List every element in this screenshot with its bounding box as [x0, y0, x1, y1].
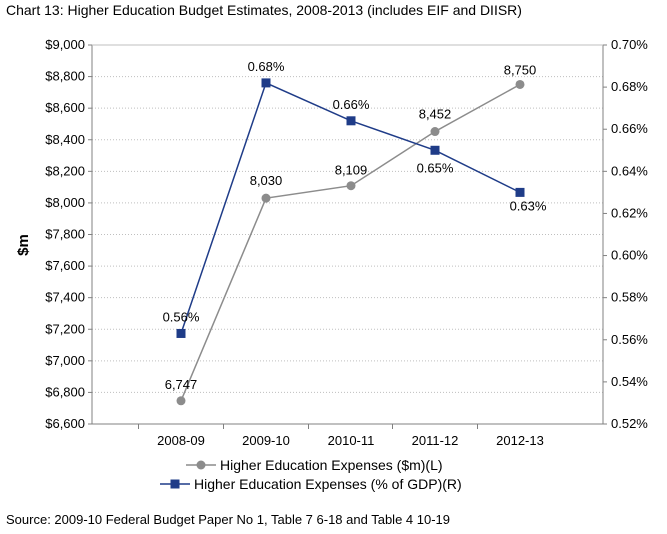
data-label-expenses: 8,750	[504, 62, 537, 77]
y2-tick-label: 0.62%	[611, 205, 648, 220]
y-tick-label: $6,800	[45, 384, 85, 399]
y-tick-label: $7,600	[45, 258, 85, 273]
data-point-expenses	[430, 127, 440, 137]
y-tick-label: $8,400	[45, 132, 85, 147]
x-tick-label: 2011-12	[412, 433, 459, 448]
data-label-expenses: 8,030	[250, 173, 283, 188]
y-axis-title: $m	[15, 234, 32, 256]
gridlines	[92, 76, 603, 393]
legend: Higher Education Expenses ($m)(L) Higher …	[160, 457, 462, 492]
y-tick-label: $7,800	[45, 227, 85, 242]
x-tick-label: 2009-10	[242, 433, 290, 448]
y2-tick-label: 0.54%	[611, 374, 648, 389]
data-point-expenses	[261, 193, 271, 203]
legend-label: Higher Education Expenses (% of GDP)(R)	[194, 476, 462, 492]
y2-tick-label: 0.60%	[611, 248, 648, 263]
data-point-gdp	[261, 78, 271, 88]
data-label-gdp: 0.56%	[163, 309, 200, 324]
data-point-gdp	[430, 145, 440, 155]
x-tick-label: 2012-13	[496, 433, 544, 448]
y2-tick-label: 0.70%	[611, 37, 648, 52]
data-label-expenses: 8,109	[335, 163, 368, 178]
y2-tick-label: 0.56%	[611, 332, 648, 347]
y2-tick-label: 0.58%	[611, 290, 648, 305]
x-tick-label: 2010-11	[328, 433, 375, 448]
chart-title: Chart 13: Higher Education Budget Estima…	[6, 2, 522, 18]
legend-item: Higher Education Expenses ($m)(L)	[186, 457, 443, 473]
data-point-gdp	[176, 328, 186, 338]
legend-marker	[170, 479, 180, 489]
series: 6,747 8,030 8,109 8,452 8,750 0.56% 0.68% 0.66%…	[163, 59, 547, 406]
y-tick-label: $8,200	[45, 163, 85, 178]
legend-marker	[196, 460, 206, 470]
y2-tick-label: 0.64%	[611, 163, 648, 178]
data-point-expenses	[515, 79, 525, 89]
data-label-expenses: 6,747	[165, 377, 198, 392]
data-label-gdp: 0.63%	[510, 198, 547, 213]
x-tick-label: 2008-09	[157, 433, 205, 448]
y-tick-label: $8,600	[45, 100, 85, 115]
data-label-gdp: 0.65%	[417, 160, 454, 175]
source-note: Source: 2009-10 Federal Budget Paper No …	[6, 512, 450, 527]
data-point-expenses	[176, 396, 186, 406]
data-point-gdp	[346, 116, 356, 126]
legend-item: Higher Education Expenses (% of GDP)(R)	[160, 476, 462, 492]
series-line-expenses	[180, 83, 521, 402]
data-point-gdp	[515, 187, 525, 197]
legend-label: Higher Education Expenses ($m)(L)	[220, 457, 443, 473]
data-label-gdp: 0.66%	[333, 97, 370, 112]
y2-tick-label: 0.68%	[611, 79, 648, 94]
y-tick-label: $7,400	[45, 290, 85, 305]
y2-tick-label: 0.66%	[611, 121, 648, 136]
y-tick-label: $8,000	[45, 195, 85, 210]
data-label-gdp: 0.68%	[248, 59, 285, 74]
y-tick-label: $8,800	[45, 69, 85, 84]
y-tick-label: $7,200	[45, 321, 85, 336]
axes: $6,600 $6,800 $7,000 $7,200 $7,400 $7,600 $7,8…	[45, 37, 648, 448]
y2-tick-label: 0.52%	[611, 416, 648, 431]
y-tick-label: $6,600	[45, 416, 85, 431]
y-tick-label: $7,000	[45, 353, 85, 368]
y-tick-label: $9,000	[45, 37, 85, 52]
data-label-expenses: 8,452	[419, 107, 452, 122]
data-point-expenses	[346, 181, 356, 191]
